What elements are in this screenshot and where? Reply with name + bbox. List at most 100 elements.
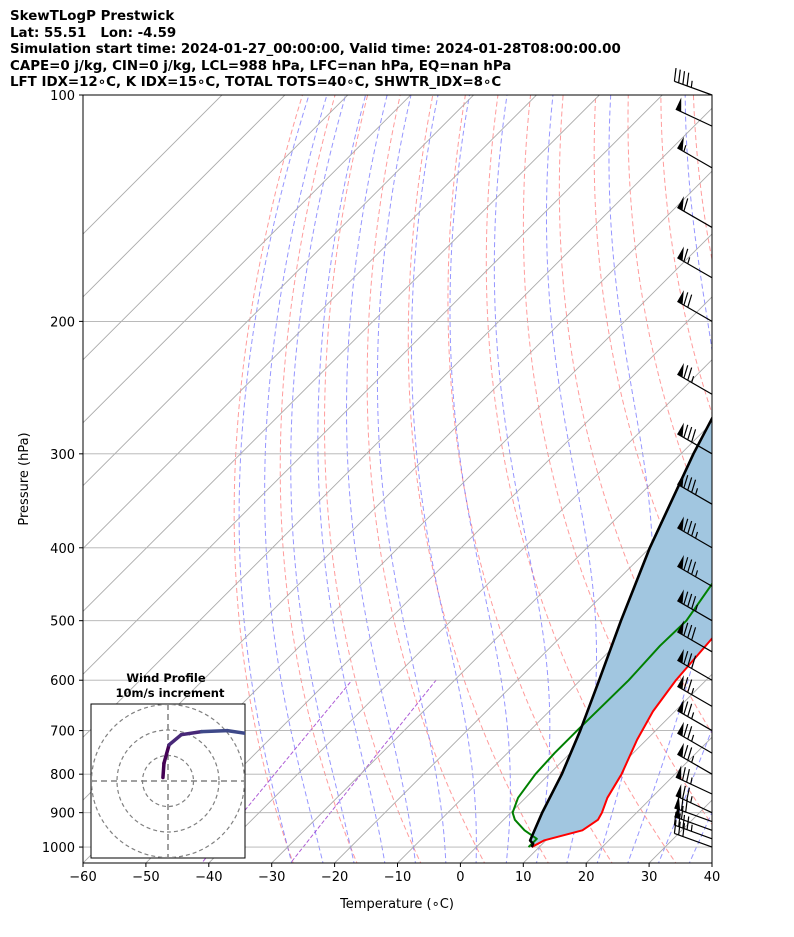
wind-barb-half-feather <box>691 755 695 763</box>
hodograph-plot <box>91 704 344 858</box>
wind-barb-feather <box>683 292 689 306</box>
wind-barb-feather <box>686 787 690 801</box>
wind-barb-feather <box>683 365 689 379</box>
wind-barb-feather <box>687 426 693 441</box>
moist-adiabat <box>411 95 477 863</box>
wind-barb-pennant <box>677 742 684 758</box>
wind-barb <box>675 783 713 814</box>
wind-barb-feather <box>691 479 697 493</box>
wind-barb-half-feather <box>687 257 691 264</box>
isotherm-line <box>522 673 712 863</box>
temperature-line <box>531 636 712 848</box>
wind-barb-feather <box>691 523 697 537</box>
wind-barb-feather <box>678 813 681 827</box>
wind-barb-feather <box>691 627 697 641</box>
wind-barb-feather <box>687 703 693 717</box>
wind-barb <box>675 97 713 127</box>
wind-barb-staff <box>677 732 713 754</box>
wind-barb-feather <box>683 424 689 438</box>
moist-adiabat <box>290 95 355 863</box>
wind-barb-pennant <box>677 516 684 531</box>
hodograph-trace-segment <box>316 786 321 794</box>
moist-adiabat <box>545 95 598 863</box>
wind-barb <box>677 290 713 322</box>
y-tick-label: 400 <box>50 542 75 557</box>
wind-barb-staff <box>677 753 713 775</box>
wind-barb-feather <box>683 622 689 636</box>
wind-barb <box>675 765 713 795</box>
wind-barb-half-feather <box>690 777 693 785</box>
wind-barb-feather <box>681 785 686 800</box>
wind-barb-staff <box>675 776 713 795</box>
wind-barb-pennant <box>677 589 684 604</box>
wind-barb-feather <box>683 518 689 532</box>
wind-barb-pennant <box>675 97 682 112</box>
x-axis-label: Temperature (∘C) <box>339 897 454 912</box>
moist-adiabat <box>346 95 416 863</box>
hodograph-trace-segment <box>329 755 339 760</box>
hodograph-trace-segment <box>339 746 344 755</box>
wind-barb-staff <box>674 80 713 96</box>
hodograph-trace-segment <box>248 734 263 739</box>
wind-barb-feather <box>683 591 689 605</box>
cape-cin-shading <box>530 418 712 848</box>
wind-barb-staff <box>677 710 713 732</box>
wind-barb-half-feather <box>694 604 699 612</box>
dry-adiabat <box>558 95 712 735</box>
x-tick-label: −20 <box>321 870 348 885</box>
wind-barb-staff <box>674 807 713 823</box>
wind-barb-pennant <box>677 136 684 151</box>
wind-barb <box>677 136 713 169</box>
wind-barb-feather <box>683 474 689 489</box>
hodograph-trace-segment <box>225 728 245 736</box>
moist-adiabat <box>657 728 712 863</box>
wind-barb-pennant <box>677 196 684 211</box>
wind-barb-feather <box>686 72 690 87</box>
hodograph-trace-segment <box>281 741 289 752</box>
dry-adiabat <box>757 78 794 866</box>
wind-barb-pennant <box>677 699 684 714</box>
hodograph-trace-segment <box>321 777 323 786</box>
hodograph-trace-segment <box>339 739 344 746</box>
isotherm-line <box>83 95 601 613</box>
x-tick-label: −30 <box>258 870 285 885</box>
wind-barb-staff <box>674 824 713 840</box>
wind-barbs <box>673 68 713 848</box>
wind-barb-feather <box>683 651 689 665</box>
x-tick-label: −10 <box>384 870 411 885</box>
wind-barb-pennant <box>675 765 682 780</box>
y-tick-label: 1000 <box>42 841 75 856</box>
wind-barb-staff <box>677 257 713 279</box>
wind-barb-half-feather <box>691 712 695 719</box>
dry-adiabat <box>324 95 422 863</box>
wind-barb-staff <box>677 147 713 169</box>
wind-barb <box>677 648 713 681</box>
wind-barb-feather <box>687 520 693 534</box>
wind-barb-feather <box>686 768 690 783</box>
wind-barb-staff <box>677 206 713 228</box>
wind-barb-half-feather <box>691 375 695 383</box>
hodograph-trace-segment <box>179 729 204 737</box>
wind-barb-feather <box>678 821 681 835</box>
wind-barb-feather <box>687 593 693 607</box>
y-tick-label: 500 <box>50 615 75 630</box>
wind-barb <box>677 246 713 279</box>
time-line: Simulation start time: 2024-01-27_00:00:… <box>10 42 621 58</box>
wind-barb-half-feather <box>690 824 693 832</box>
y-axis-label: Pressure (hPa) <box>17 432 32 525</box>
wind-barb-staff <box>677 685 713 707</box>
isotherm-line <box>396 547 712 863</box>
isotherm-line <box>83 95 538 550</box>
wind-barb-staff <box>675 108 713 127</box>
y-tick-label: 200 <box>50 315 75 330</box>
moist-adiabat <box>493 95 551 863</box>
wind-barb-feather <box>687 679 693 693</box>
location-line: Lat: 55.51 Lon: -4.59 <box>10 25 177 41</box>
wind-barb <box>677 363 713 395</box>
wind-barb-feather <box>687 726 693 740</box>
wind-barb <box>673 820 713 848</box>
wind-barb <box>677 620 713 653</box>
wind-barb-feather <box>687 477 693 491</box>
isotherm-line <box>648 799 712 863</box>
wind-barb-feather <box>686 816 690 830</box>
